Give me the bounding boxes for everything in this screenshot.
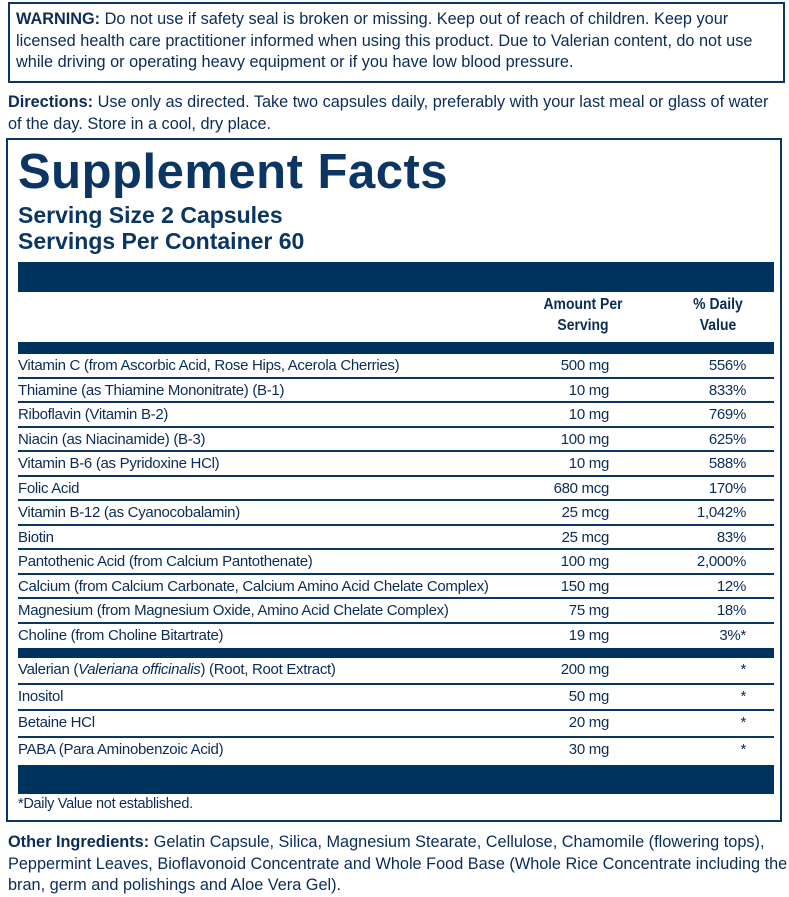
nutrient-name: PABA (Para Aminobenzoic Acid) — [18, 740, 224, 758]
nutrient-row: Thiamine (as Thiamine Mononitrate) (B-1)… — [18, 379, 774, 403]
thick-divider — [18, 765, 774, 794]
nutrient-daily-value: 2,000% — [696, 553, 746, 570]
nutrient-amount: 10 mg — [568, 406, 610, 423]
nutrient-daily-value: 83% — [716, 528, 746, 546]
nutrient-amount: 10 mg — [568, 455, 610, 472]
nutrient-daily-value: * — [740, 740, 746, 758]
nutrient-row: Inositol 50 mg * — [18, 685, 774, 711]
dv-header: % Daily Value — [693, 296, 743, 334]
nutrient-amount: 500 mg — [560, 357, 610, 374]
nutrient-name: Calcium (from Calcium Carbonate, Calcium… — [18, 577, 489, 595]
nutrient-daily-value: * — [740, 661, 746, 678]
nutrient-name: Folic Acid — [18, 479, 80, 497]
supplement-facts-panel: Supplement Facts Serving Size 2 Capsules… — [6, 138, 782, 822]
footnote: *Daily Value not established. — [18, 796, 193, 812]
nutrient-name: Vitamin C (from Ascorbic Acid, Rose Hips… — [18, 357, 400, 374]
facts-title: Supplement Facts — [18, 145, 449, 199]
nutrient-name-part: Valeriana officinalis — [78, 661, 201, 678]
nutrient-amount: 680 mcg — [553, 479, 610, 497]
nutrient-name: Betaine HCl — [18, 714, 95, 731]
nutrient-row: Magnesium (from Magnesium Oxide, Amino A… — [18, 599, 774, 624]
nutrient-daily-value: 625% — [708, 430, 746, 448]
nutrient-name-part: Valerian ( — [18, 661, 79, 678]
nutrient-row: Vitamin C (from Ascorbic Acid, Rose Hips… — [18, 354, 774, 379]
nutrient-amount: 150 mg — [560, 577, 610, 595]
nutrient-daily-value: * — [740, 714, 746, 731]
nutrient-daily-value: 833% — [708, 381, 746, 399]
nutrient-name: Pantothenic Acid (from Calcium Pantothen… — [18, 553, 313, 570]
nutrient-name-part: PABA (Para Aminobenzoic Acid) — [18, 740, 224, 758]
directions: Directions: Use only as directed. Take t… — [8, 92, 786, 135]
nutrient-name-part: ) (Root, Root Extract) — [200, 661, 336, 678]
nutrient-row: Vitamin B-6 (as Pyridoxine HCl) 10 mg 588% — [18, 452, 774, 477]
nutrient-row: Folic Acid 680 mcg 170% — [18, 477, 774, 501]
nutrient-amount: 10 mg — [568, 381, 610, 399]
nutrient-name-part: Inositol — [18, 687, 64, 705]
nutrient-daily-value: * — [740, 687, 746, 705]
warning-label: WARNING: — [16, 10, 101, 28]
nutrient-row: Betaine HCl 20 mg * — [18, 711, 774, 738]
nutrient-amount: 30 mg — [568, 740, 610, 758]
other-ingredients-text: Gelatin Capsule, Silica, Magnesium Stear… — [8, 833, 788, 894]
thick-divider — [18, 262, 774, 292]
nutrient-row: Riboflavin (Vitamin B-2) 10 mg 769% — [18, 403, 774, 428]
nutrient-name: Inositol — [18, 688, 63, 705]
nutrient-amount: 25 mcg — [561, 504, 610, 521]
nutrient-daily-value: 18% — [716, 602, 746, 619]
nutrient-name: Choline (from Choline Bitartrate) — [18, 626, 224, 644]
nutrient-row: Vitamin B-12 (as Cyanocobalamin) 25 mcg 1,… — [18, 501, 774, 526]
nutrient-amount: 100 mg — [560, 553, 610, 570]
nutrient-amount: 50 mg — [568, 687, 610, 705]
warning-box: WARNING: Do not use if safety seal is br… — [8, 2, 785, 83]
nutrient-amount: 200 mg — [560, 661, 610, 678]
medium-divider — [18, 648, 774, 658]
nutrient-name: Valerian (Valeriana officinalis) (Root, … — [18, 661, 336, 678]
medium-divider — [18, 342, 774, 354]
nutrient-row: Calcium (from Calcium Carbonate, Calcium… — [18, 575, 774, 599]
nutrient-row: PABA (Para Aminobenzoic Acid) 30 mg * — [18, 738, 774, 765]
nutrient-amount: 19 mg — [568, 626, 610, 644]
directions-text: Use only as directed. Take two capsules … — [8, 93, 769, 133]
nutrient-amount: 75 mg — [568, 602, 610, 619]
nutrient-name: Riboflavin (Vitamin B-2) — [18, 406, 169, 423]
servings-per-container: Servings Per Container 60 — [18, 228, 305, 254]
nutrient-amount: 20 mg — [568, 714, 610, 731]
nutrient-name: Vitamin B-6 (as Pyridoxine HCl) — [18, 455, 220, 472]
nutrient-amount: 100 mg — [560, 430, 610, 448]
nutrient-name: Magnesium (from Magnesium Oxide, Amino A… — [18, 602, 449, 619]
other-ingredients-label: Other Ingredients: — [8, 833, 150, 851]
nutrient-row: Choline (from Choline Bitartrate) 19 mg 3%… — [18, 624, 774, 649]
nutrient-daily-value: 588% — [708, 455, 746, 472]
warning-text: Do not use if safety seal is broken or m… — [16, 10, 753, 71]
other-ingredients: Other Ingredients: Gelatin Capsule, Sili… — [8, 832, 788, 897]
nutrient-daily-value: 556% — [708, 357, 746, 374]
nutrient-name: Biotin — [18, 528, 54, 546]
serving-size: Serving Size 2 Capsules — [18, 202, 283, 228]
nutrient-row: Pantothenic Acid (from Calcium Pantothen… — [18, 550, 774, 575]
nutrient-daily-value: 12% — [716, 577, 746, 595]
nutrient-daily-value: 769% — [708, 406, 746, 423]
nutrient-row: Niacin (as Niacinamide) (B-3) 100 mg 625% — [18, 428, 774, 452]
nutrient-name: Niacin (as Niacinamide) (B-3) — [18, 430, 206, 448]
nutrient-name: Vitamin B-12 (as Cyanocobalamin) — [18, 504, 240, 521]
nutrient-name-part: Betaine HCl — [18, 714, 95, 731]
nutrient-name: Thiamine (as Thiamine Mononitrate) (B-1) — [18, 381, 285, 399]
nutrient-row: Biotin 25 mcg 83% — [18, 526, 774, 550]
nutrient-daily-value: 1,042% — [696, 504, 746, 521]
directions-label: Directions: — [8, 93, 94, 111]
nutrient-daily-value: 3%* — [719, 626, 746, 644]
nutrient-row: Valerian (Valeriana officinalis) (Root, … — [18, 658, 774, 685]
amount-header: Amount Per Serving — [543, 296, 623, 334]
nutrient-daily-value: 170% — [708, 479, 746, 497]
nutrient-amount: 25 mcg — [561, 528, 610, 546]
